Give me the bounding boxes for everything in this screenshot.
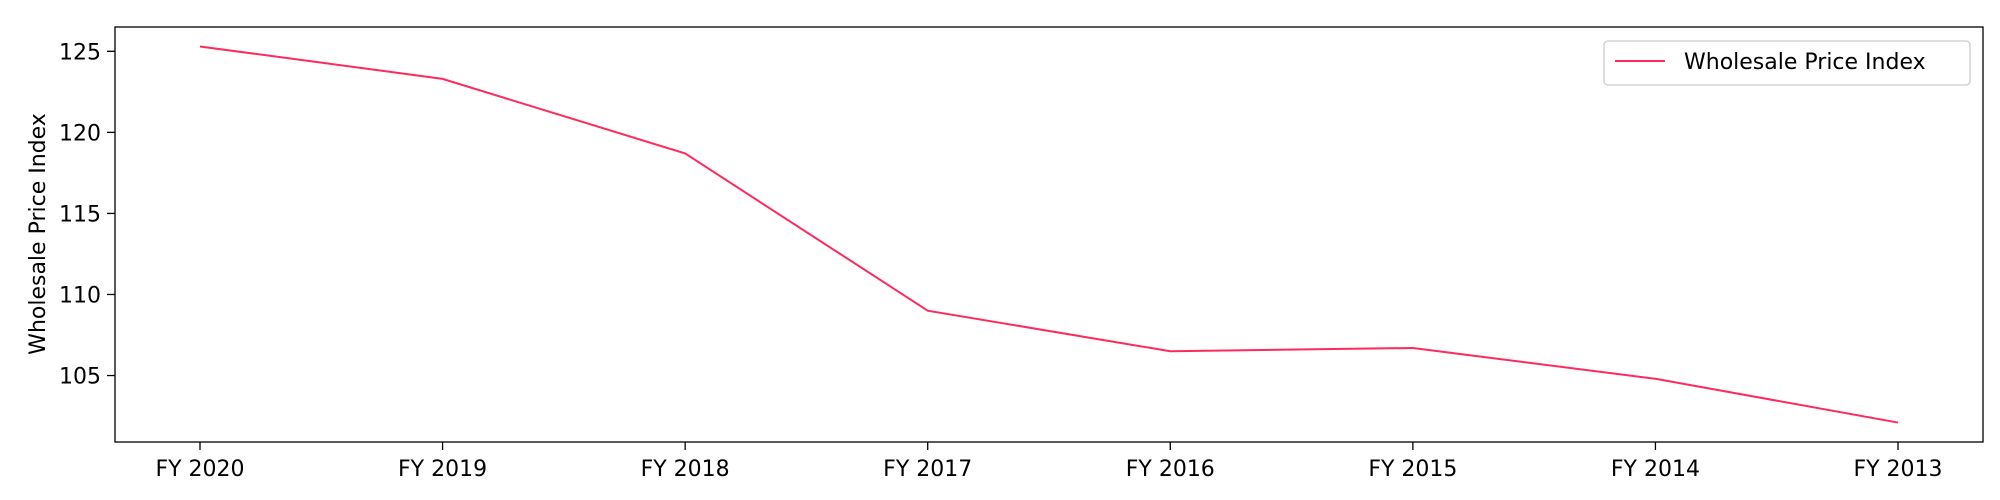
- x-tick-label: FY 2019: [398, 457, 487, 482]
- series-line: [199, 45, 1899, 424]
- plot-area: [114, 26, 1984, 443]
- y-tick-label: 120: [59, 121, 101, 146]
- y-axis: 105 110 115 120 125: [59, 40, 115, 390]
- x-tick-label: FY 2018: [641, 457, 730, 482]
- y-axis-label: Wholesale Price Index: [26, 113, 51, 355]
- x-tick-label: FY 2013: [1853, 457, 1942, 482]
- x-axis: FY 2020 FY 2019 FY 2018 FY 2017 FY 2016 FY 20…: [155, 442, 1943, 482]
- x-tick-label: FY 2016: [1126, 457, 1215, 482]
- x-tick-label: FY 2020: [155, 457, 244, 482]
- legend: Wholesale Price Index: [1603, 40, 1971, 86]
- x-tick-label: FY 2017: [883, 457, 972, 482]
- legend-label: Wholesale Price Index: [1684, 50, 1926, 75]
- y-tick-label: 115: [59, 202, 101, 227]
- y-tick-label: 125: [59, 40, 101, 65]
- legend-box: [1603, 40, 1971, 86]
- y-tick-label: 105: [59, 365, 101, 390]
- x-tick-label: FY 2014: [1611, 457, 1700, 482]
- y-tick-label: 110: [59, 283, 101, 308]
- x-tick-label: FY 2015: [1368, 457, 1457, 482]
